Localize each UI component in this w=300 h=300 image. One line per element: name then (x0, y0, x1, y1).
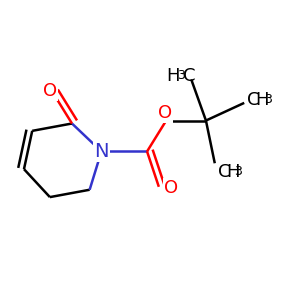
Text: O: O (158, 104, 172, 122)
Text: C: C (218, 163, 230, 181)
Text: O: O (164, 179, 178, 197)
Text: H: H (166, 68, 180, 85)
Text: O: O (43, 82, 57, 100)
Text: 3: 3 (234, 165, 242, 178)
Text: C: C (183, 68, 196, 85)
Text: C: C (247, 91, 260, 109)
Text: 3: 3 (264, 93, 272, 106)
Text: H: H (255, 91, 269, 109)
Text: H: H (226, 163, 239, 181)
Text: 3: 3 (177, 69, 185, 82)
Text: N: N (94, 142, 109, 161)
